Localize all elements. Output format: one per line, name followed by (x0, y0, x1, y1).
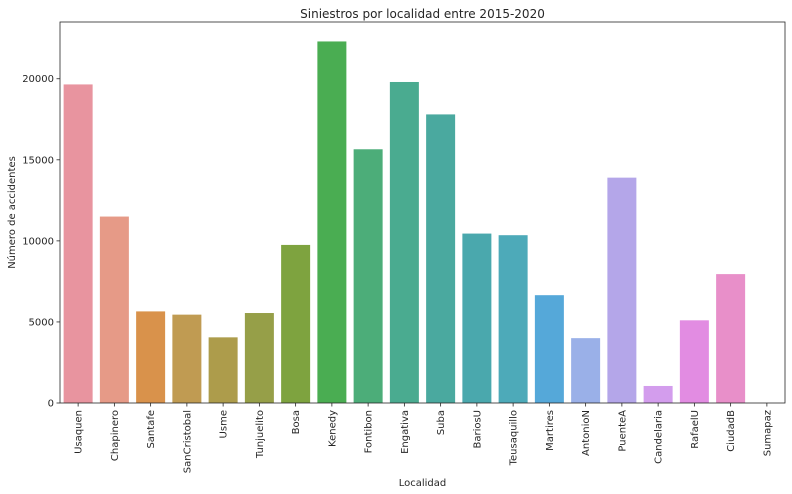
x-tick-label: Martires (545, 410, 556, 451)
plot-frame (59, 21, 786, 404)
x-axis-label: Localidad (399, 478, 447, 489)
chart-title: Siniestros por localidad entre 2015-2020 (300, 7, 545, 21)
x-tick-label: Bosa (291, 410, 302, 434)
bar-martires (534, 295, 564, 403)
x-tick-label: Usaquen (74, 410, 85, 454)
x-tick-label: Chapinero (110, 410, 121, 461)
x-tick-label: BariosU (472, 410, 483, 449)
y-tick-label: 10000 (22, 236, 54, 247)
bar-usaquen (63, 84, 93, 403)
bar-teusaquillo (498, 235, 528, 403)
x-tick-label: PuenteA (617, 410, 628, 452)
x-tick-label: Teusaquillo (509, 410, 520, 466)
bar-bariosu (462, 233, 492, 403)
x-tick-label: Tunjuelito (255, 410, 266, 459)
bar-tunjuelito (244, 313, 274, 403)
bar-candelaria (643, 385, 673, 403)
bar-santafe (136, 311, 166, 403)
y-tick-label: 15000 (22, 155, 54, 166)
x-tick-label: CiudadB (726, 410, 737, 452)
x-tick-label: RafaelU (690, 410, 701, 449)
bar-fontibon (353, 149, 383, 403)
plot-area: 0 5000 10000 15000 20000 Usaquen Chapinero Sant… (22, 41, 773, 473)
bar-ciudadb (716, 274, 746, 403)
x-tick-label: Candelaria (654, 410, 665, 464)
bar-puentea (607, 177, 637, 403)
x-tick-label: Suba (436, 410, 447, 435)
x-tick-label: Usme (219, 410, 230, 438)
x-tick-label: Santafe (146, 410, 157, 449)
bar-engativa (389, 81, 419, 403)
x-tick-label: Sumapaz (762, 410, 773, 456)
x-tick-label: Engativa (400, 410, 411, 454)
bar-chapinero (99, 216, 129, 403)
x-tick-label: Kenedy (327, 410, 338, 447)
bar-antonion (571, 338, 601, 403)
bar-kenedy (317, 41, 347, 403)
x-tick-label: Fontibon (364, 410, 375, 453)
x-tick-label: SanCristobal (182, 410, 193, 473)
y-tick-label: 20000 (22, 74, 54, 85)
bar-usme (208, 337, 238, 403)
bar-bosa (281, 244, 311, 403)
y-tick-label: 0 (48, 399, 54, 410)
bar-rafaelu (679, 320, 709, 403)
y-tick-label: 5000 (29, 317, 54, 328)
bar-suba (426, 114, 456, 403)
y-axis-label: Número de accidentes (6, 156, 18, 269)
bar-sancristobal (172, 314, 202, 403)
x-tick-label: AntonioN (581, 410, 592, 456)
